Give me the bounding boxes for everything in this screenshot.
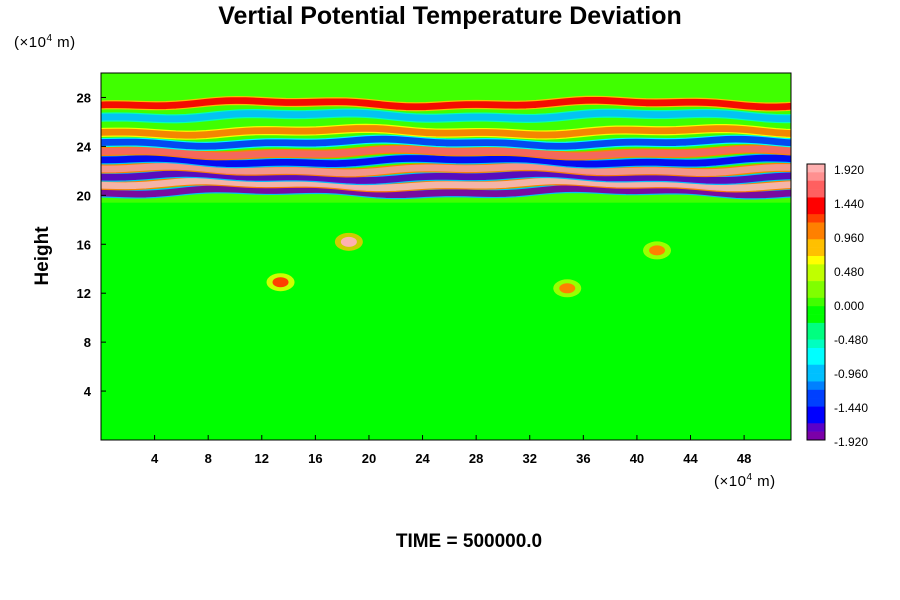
y-axis-unit: (×104 m) — [14, 33, 76, 51]
colorbar-swatch — [807, 264, 825, 274]
colorbar-swatch — [807, 398, 825, 407]
y-tick-label: 4 — [84, 384, 92, 399]
y-tick-label: 16 — [77, 237, 91, 252]
x-tick-label: 4 — [151, 451, 159, 466]
x-axis-unit: (×104 m) — [714, 472, 776, 490]
x-tick-label: 44 — [683, 451, 698, 466]
colorbar-swatch — [807, 172, 825, 182]
colorbar-swatch — [807, 389, 825, 399]
heatmap-band — [101, 144, 791, 161]
colorbar-frame — [806, 163, 826, 441]
x-tick-label: 24 — [415, 451, 430, 466]
x-unit-exponent: 4 — [746, 472, 753, 483]
y-unit-suffix: m) — [52, 34, 76, 51]
colorbar-swatch — [807, 406, 825, 416]
heatmap-field — [101, 73, 791, 440]
colorbar-swatch — [807, 281, 825, 290]
heatmap-feature — [340, 236, 357, 247]
heatmap-band — [101, 95, 791, 112]
colorbar-swatch — [807, 322, 825, 332]
colorbar-swatch — [807, 230, 825, 240]
y-tick-label: 24 — [77, 139, 92, 154]
y-tick-label: 8 — [84, 335, 91, 350]
colorbar-swatch — [807, 306, 825, 315]
heatmap-band — [101, 108, 791, 124]
heatmap-band — [101, 161, 791, 178]
colorbar-label: -0.480 — [834, 333, 868, 347]
x-tick-label: 28 — [469, 451, 483, 466]
colorbar-label: 0.000 — [834, 299, 864, 313]
colorbar-label: 0.480 — [834, 265, 864, 279]
colorbar-swatch — [807, 431, 825, 441]
colorbar-swatch — [807, 256, 825, 265]
colorbar-label: -1.440 — [834, 401, 868, 415]
colorbar-swatch — [807, 272, 825, 282]
colorbar-swatch — [807, 373, 825, 382]
x-tick-label: 40 — [630, 451, 644, 466]
x-tick-label: 36 — [576, 451, 590, 466]
y-unit-exponent: 4 — [46, 33, 53, 44]
colorbar-swatch — [807, 214, 825, 223]
time-label: TIME = 500000.0 — [395, 531, 543, 552]
y-tick-label: 12 — [77, 286, 91, 301]
colorbar-swatch — [807, 314, 825, 324]
heatmap-feature — [649, 245, 666, 256]
heatmap-band — [101, 134, 791, 151]
x-tick-label: 16 — [308, 451, 322, 466]
y-tick-label: 20 — [77, 188, 91, 203]
x-axis: 4 8 12 16 20 24 28 32 36 40 44 48 — [151, 435, 751, 466]
colorbar-label: 1.440 — [834, 197, 864, 211]
colorbar-label: 1.920 — [834, 163, 864, 177]
colorbar-swatch — [807, 364, 825, 374]
colorbar-label: -0.960 — [834, 367, 868, 381]
colorbar-swatch — [807, 197, 825, 207]
x-tick-label: 20 — [362, 451, 376, 466]
heatmap-feature — [272, 277, 289, 288]
colorbar-swatch — [807, 423, 825, 432]
plot-frame — [100, 72, 792, 441]
colorbar-swatch — [807, 180, 825, 190]
heatmap-band — [101, 123, 791, 140]
colorbar-label: -1.920 — [834, 435, 868, 449]
x-unit-prefix: (×10 — [714, 473, 747, 490]
colorbar-swatch — [807, 239, 825, 248]
chart-title: Vertial Potential Temperature Deviation — [218, 2, 682, 30]
colorbar-swatch — [807, 222, 825, 232]
colorbar-swatch — [807, 164, 825, 173]
colorbar-swatch — [807, 289, 825, 299]
y-tick-label: 28 — [77, 90, 91, 105]
colorbar-label: 0.960 — [834, 231, 864, 245]
colorbar-swatch — [807, 356, 825, 366]
colorbar-swatch — [807, 205, 825, 215]
plot-area — [100, 72, 792, 441]
colorbar-swatch — [807, 381, 825, 391]
y-axis: 4 8 12 16 20 24 28 — [77, 90, 106, 399]
heatmap-band — [101, 153, 791, 169]
colorbar-swatch — [807, 247, 825, 257]
colorbar-swatch — [807, 414, 825, 424]
colorbar-swatch — [807, 331, 825, 340]
colorbar-swatch — [807, 297, 825, 307]
colorbar-swatch — [807, 339, 825, 349]
x-tick-label: 8 — [205, 451, 212, 466]
x-tick-label: 32 — [523, 451, 537, 466]
y-unit-prefix: (×10 — [14, 34, 47, 51]
colorbar: 1.920 1.440 0.960 0.480 0.000 -0.480 -0.960 -1.… — [806, 163, 868, 449]
colorbar-swatch — [807, 348, 825, 357]
x-tick-label: 12 — [255, 451, 269, 466]
x-unit-suffix: m) — [752, 473, 776, 490]
x-tick-label: 48 — [737, 451, 751, 466]
heatmap-feature — [559, 283, 576, 294]
colorbar-swatch — [807, 189, 825, 198]
